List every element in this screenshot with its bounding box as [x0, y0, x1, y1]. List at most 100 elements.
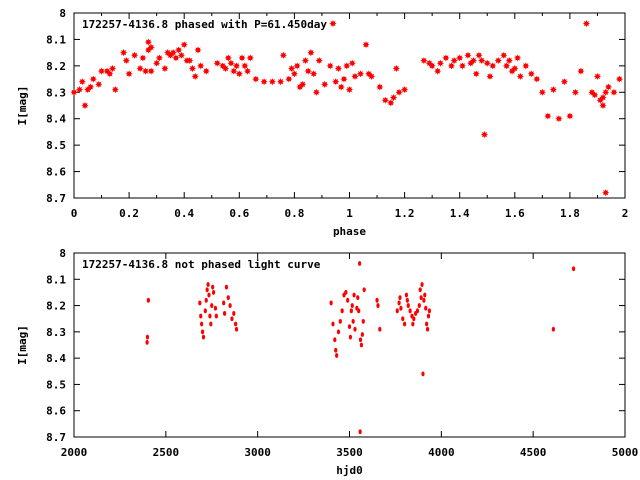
data-point: [293, 62, 301, 70]
data-point: [214, 313, 218, 319]
data-point: [549, 86, 557, 94]
data-point: [401, 316, 405, 322]
data-point: [442, 54, 450, 62]
data-point: [358, 429, 362, 435]
data-point: [177, 51, 186, 59]
data-point: [334, 347, 338, 353]
data-point: [312, 88, 321, 96]
data-point: [238, 54, 246, 62]
data-point: [333, 337, 337, 343]
data-point: [423, 292, 427, 298]
x-tick-label: 1.8: [560, 207, 580, 220]
data-point: [279, 51, 287, 59]
data-point: [142, 67, 150, 75]
y-tick-label: 8.5: [46, 378, 66, 391]
data-point: [480, 130, 489, 139]
phased-light-curve-panel: 8 8.1 8.2 8.3 8.4 8.5 8.6 8.7 0 0.2 0.4 0.6 0.8 1 1.2…: [16, 7, 628, 238]
data-point: [610, 88, 618, 96]
data-point: [234, 321, 238, 327]
data-point: [436, 59, 445, 67]
unphased-x-axis-label: hjd0: [336, 464, 363, 477]
data-point: [362, 287, 366, 293]
data-point: [146, 297, 150, 303]
data-point: [483, 59, 491, 67]
data-point: [203, 308, 207, 314]
data-point: [97, 67, 106, 75]
data-point: [340, 75, 348, 83]
data-point: [213, 59, 221, 67]
data-point: [315, 56, 323, 65]
data-point: [359, 342, 364, 348]
data-point: [206, 282, 210, 287]
data-point: [397, 300, 401, 306]
data-point: [332, 78, 340, 86]
data-point: [241, 62, 249, 70]
data-point: [478, 56, 486, 65]
data-point: [172, 54, 180, 62]
x-tick-label: 4000: [428, 446, 455, 459]
data-point: [392, 64, 400, 73]
data-point: [145, 334, 150, 340]
data-point: [405, 297, 409, 303]
data-point: [361, 318, 365, 324]
data-point: [533, 75, 541, 83]
data-point: [538, 88, 546, 96]
x-tick-label: 3000: [244, 446, 271, 459]
data-point: [136, 64, 144, 73]
unphased-y-axis-label: I[mag]: [16, 325, 29, 365]
data-point: [417, 303, 421, 308]
data-point: [78, 78, 86, 86]
data-point: [412, 316, 416, 322]
data-point: [169, 49, 177, 57]
data-point: [106, 70, 114, 78]
phased-x-tick-labels: 0 0.2 0.4 0.6 0.8 1 1.2 1.4 1.6 1.8 2: [71, 13, 628, 220]
data-point: [228, 303, 232, 308]
data-point: [427, 308, 431, 314]
data-point: [194, 46, 202, 54]
data-point: [360, 332, 364, 337]
data-point: [399, 305, 403, 311]
data-point: [301, 56, 310, 65]
y-tick-label: 8: [59, 7, 66, 20]
data-point: [555, 115, 563, 123]
data-point: [208, 313, 212, 319]
data-point: [246, 54, 254, 62]
data-point: [335, 353, 339, 358]
data-point: [582, 19, 591, 28]
data-point: [145, 339, 149, 345]
data-point: [615, 75, 624, 83]
data-point: [375, 297, 379, 303]
x-tick-label: 1.6: [505, 207, 525, 220]
data-point: [378, 326, 382, 332]
data-point: [395, 88, 403, 96]
data-point: [153, 59, 161, 67]
unphased-x-tick-labels: 2000 2500 3000 3500 4000 4500 5000: [61, 253, 638, 459]
data-point: [155, 54, 163, 62]
data-point: [505, 56, 513, 65]
y-tick-label: 8: [59, 247, 66, 260]
data-point: [131, 51, 139, 59]
data-point: [210, 303, 214, 308]
data-point: [223, 311, 227, 316]
data-point: [411, 321, 415, 327]
data-point: [475, 51, 483, 59]
data-point: [403, 321, 407, 327]
data-point: [232, 62, 241, 70]
data-point: [406, 303, 410, 308]
data-point: [202, 67, 210, 75]
x-tick-label: 3500: [336, 446, 363, 459]
unphased-plot-frame: [73, 252, 626, 438]
data-point: [358, 261, 362, 266]
data-point: [232, 311, 236, 316]
x-tick-label: 1: [346, 207, 353, 220]
data-point: [351, 318, 355, 324]
data-point: [108, 64, 117, 73]
data-point: [544, 112, 552, 120]
data-point: [288, 64, 296, 73]
data-point: [226, 295, 230, 301]
data-point: [285, 75, 293, 83]
data-point: [268, 78, 276, 86]
data-point: [395, 308, 399, 314]
data-point: [424, 305, 428, 311]
data-point: [500, 51, 508, 59]
